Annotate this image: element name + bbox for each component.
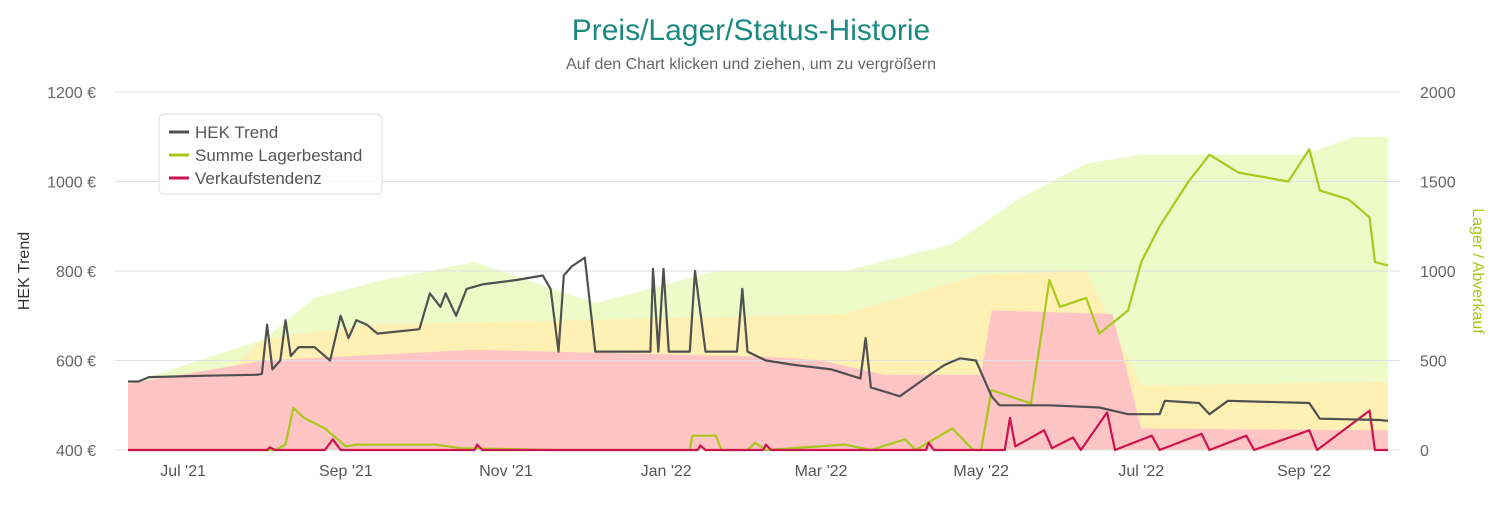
legend-item-hek[interactable]: HEK Trend [169, 123, 278, 142]
x-tick-label: Sep '21 [319, 463, 373, 480]
legend-item-lager[interactable]: Summe Lagerbestand [169, 146, 362, 165]
left-tick-label: 400 € [56, 443, 96, 460]
right-tick-label: 500 [1420, 354, 1447, 371]
x-tick-label: Jul '22 [1118, 463, 1164, 480]
x-tick-label: Sep '22 [1277, 463, 1331, 480]
right-tick-label: 1500 [1420, 175, 1456, 192]
legend-item-verkauf[interactable]: Verkaufstendenz [169, 169, 322, 188]
right-axis-title: Lager / Abverkauf [1469, 208, 1486, 334]
left-tick-label: 800 € [56, 264, 96, 281]
legend-label: HEK Trend [195, 123, 278, 142]
left-tick-label: 600 € [56, 354, 96, 371]
band-red [128, 310, 1388, 450]
left-tick-label: 1200 € [47, 85, 96, 102]
chart-subtitle: Auf den Chart klicken und ziehen, um zu … [566, 56, 936, 73]
series-lines [128, 148, 1389, 452]
legend: HEK Trend Summe Lagerbestand Verkaufsten… [158, 113, 383, 195]
legend-label: Verkaufstendenz [195, 169, 322, 188]
left-axis-title: HEK Trend [16, 232, 33, 310]
series-line-hek-trend [128, 256, 1389, 422]
chart-title: Preis/Lager/Status-Historie [572, 14, 930, 47]
x-tick-label: Jan '22 [641, 463, 692, 480]
legend-label: Summe Lagerbestand [195, 146, 362, 165]
series-line-summe-lagerbestand [128, 148, 1389, 452]
x-tick-label: Nov '21 [479, 463, 533, 480]
axes: 400 € 600 € 800 € 1000 € 1200 € 0 500 1000 1500 2… [47, 85, 1456, 480]
series-line-verkaufstendenz [128, 409, 1388, 452]
x-tick-label: May '22 [953, 463, 1009, 480]
x-tick-label: Jul '21 [160, 463, 206, 480]
legend-box [158, 113, 383, 195]
right-tick-label: 0 [1420, 443, 1429, 460]
x-tick-label: Mar '22 [795, 463, 848, 480]
right-tick-label: 1000 [1420, 264, 1456, 281]
right-tick-label: 2000 [1420, 85, 1456, 102]
left-tick-label: 1000 € [47, 175, 96, 192]
